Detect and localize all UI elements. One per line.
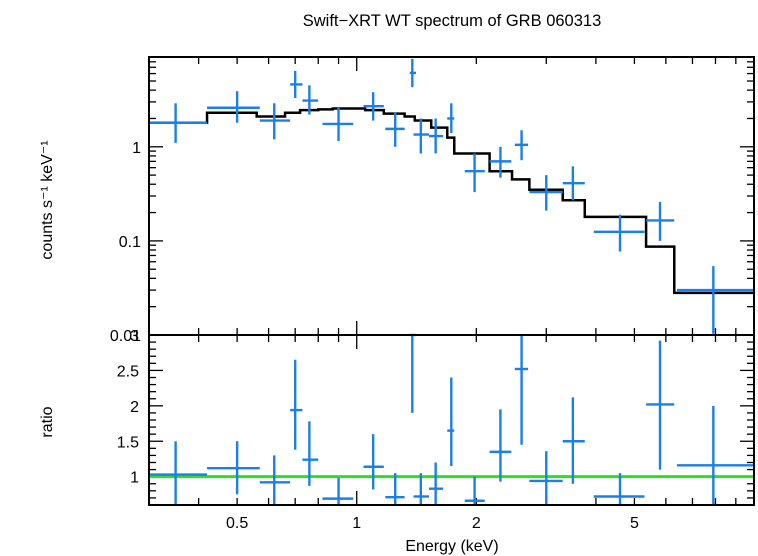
chart-title: Swift−XRT WT spectrum of GRB 060313 <box>303 12 602 30</box>
y-tick-label: 3 <box>130 328 139 345</box>
spectrum-ticks <box>148 56 755 336</box>
model-step-line <box>149 107 754 295</box>
ratio-frame <box>148 334 755 506</box>
spectrum-point <box>593 214 645 252</box>
model-step <box>149 107 754 295</box>
ratio-point <box>149 441 208 505</box>
x-axis-label: Energy (keV) <box>405 538 498 555</box>
spectrum-point <box>385 112 405 147</box>
ratio-point <box>677 405 754 505</box>
ratio-point <box>322 478 354 505</box>
ratio-points <box>149 333 754 505</box>
ratio-point <box>514 335 529 445</box>
spectrum-point <box>149 103 208 143</box>
spectrum-point <box>259 103 291 140</box>
ratio-point <box>207 441 260 495</box>
y-tick-label: 2.5 <box>117 363 139 380</box>
spectrum-point <box>363 92 384 121</box>
y-tick-label: 0.01 <box>110 328 141 345</box>
ratio-point <box>259 455 291 505</box>
y-tick-label: 0.1 <box>119 234 141 251</box>
spectrum-point <box>529 175 563 211</box>
ratio-point <box>413 473 429 505</box>
spectrum-point <box>302 85 319 115</box>
ratio-point <box>428 462 444 505</box>
ratio-point <box>646 340 675 470</box>
ratio-point <box>489 409 512 482</box>
spectrum-point <box>409 58 417 88</box>
ratio-point <box>529 451 563 505</box>
ratio-point <box>562 397 585 484</box>
y-tick-label: 2 <box>130 399 139 416</box>
spectrum-y-axis-label: counts s⁻¹ keV⁻¹ <box>39 140 56 259</box>
ratio-point <box>593 473 645 505</box>
spectrum-point <box>646 201 675 241</box>
x-tick-label: 5 <box>630 515 639 532</box>
spectrum-point <box>322 107 354 142</box>
spectrum-point <box>413 118 429 154</box>
spectrum-point <box>514 130 529 161</box>
spectrum-tick-labels: 0.01 0.1 1 <box>110 140 141 345</box>
x-tick-label: 1 <box>352 515 361 532</box>
ratio-tick-labels: 1 1.5 2 2.5 3 0.5 1 2 5 <box>117 328 639 532</box>
spectrum-point <box>447 103 455 134</box>
ratio-point <box>302 421 319 486</box>
spectrum-point <box>464 153 485 193</box>
spectrum-point <box>489 146 512 178</box>
x-tick-label: 0.5 <box>226 515 248 532</box>
y-tick-label: 1.5 <box>117 434 139 451</box>
spectrum-point <box>562 166 585 201</box>
ratio-point <box>464 476 485 505</box>
y-tick-label: 1 <box>130 470 139 487</box>
spectrum-points <box>149 58 754 334</box>
ratio-y-axis-label: ratio <box>39 406 56 437</box>
ratio-point <box>385 473 405 505</box>
x-tick-label: 2 <box>472 515 481 532</box>
spectrum-point <box>290 70 303 99</box>
ratio-panel: ratio 1 1.5 2 2.5 3 0.5 1 2 5 <box>39 328 755 532</box>
ratio-point <box>409 333 417 413</box>
spectrum-point <box>428 118 444 154</box>
ratio-point <box>290 359 303 450</box>
spectrum-panel: counts s⁻¹ keV⁻¹ 0.01 0.1 1 <box>39 56 755 345</box>
spectrum-point <box>677 266 754 334</box>
ratio-point <box>447 377 455 467</box>
ratio-point <box>363 434 384 490</box>
spectrum-point <box>207 91 260 123</box>
spectrum-frame <box>148 56 755 336</box>
y-tick-label: 1 <box>132 140 141 157</box>
